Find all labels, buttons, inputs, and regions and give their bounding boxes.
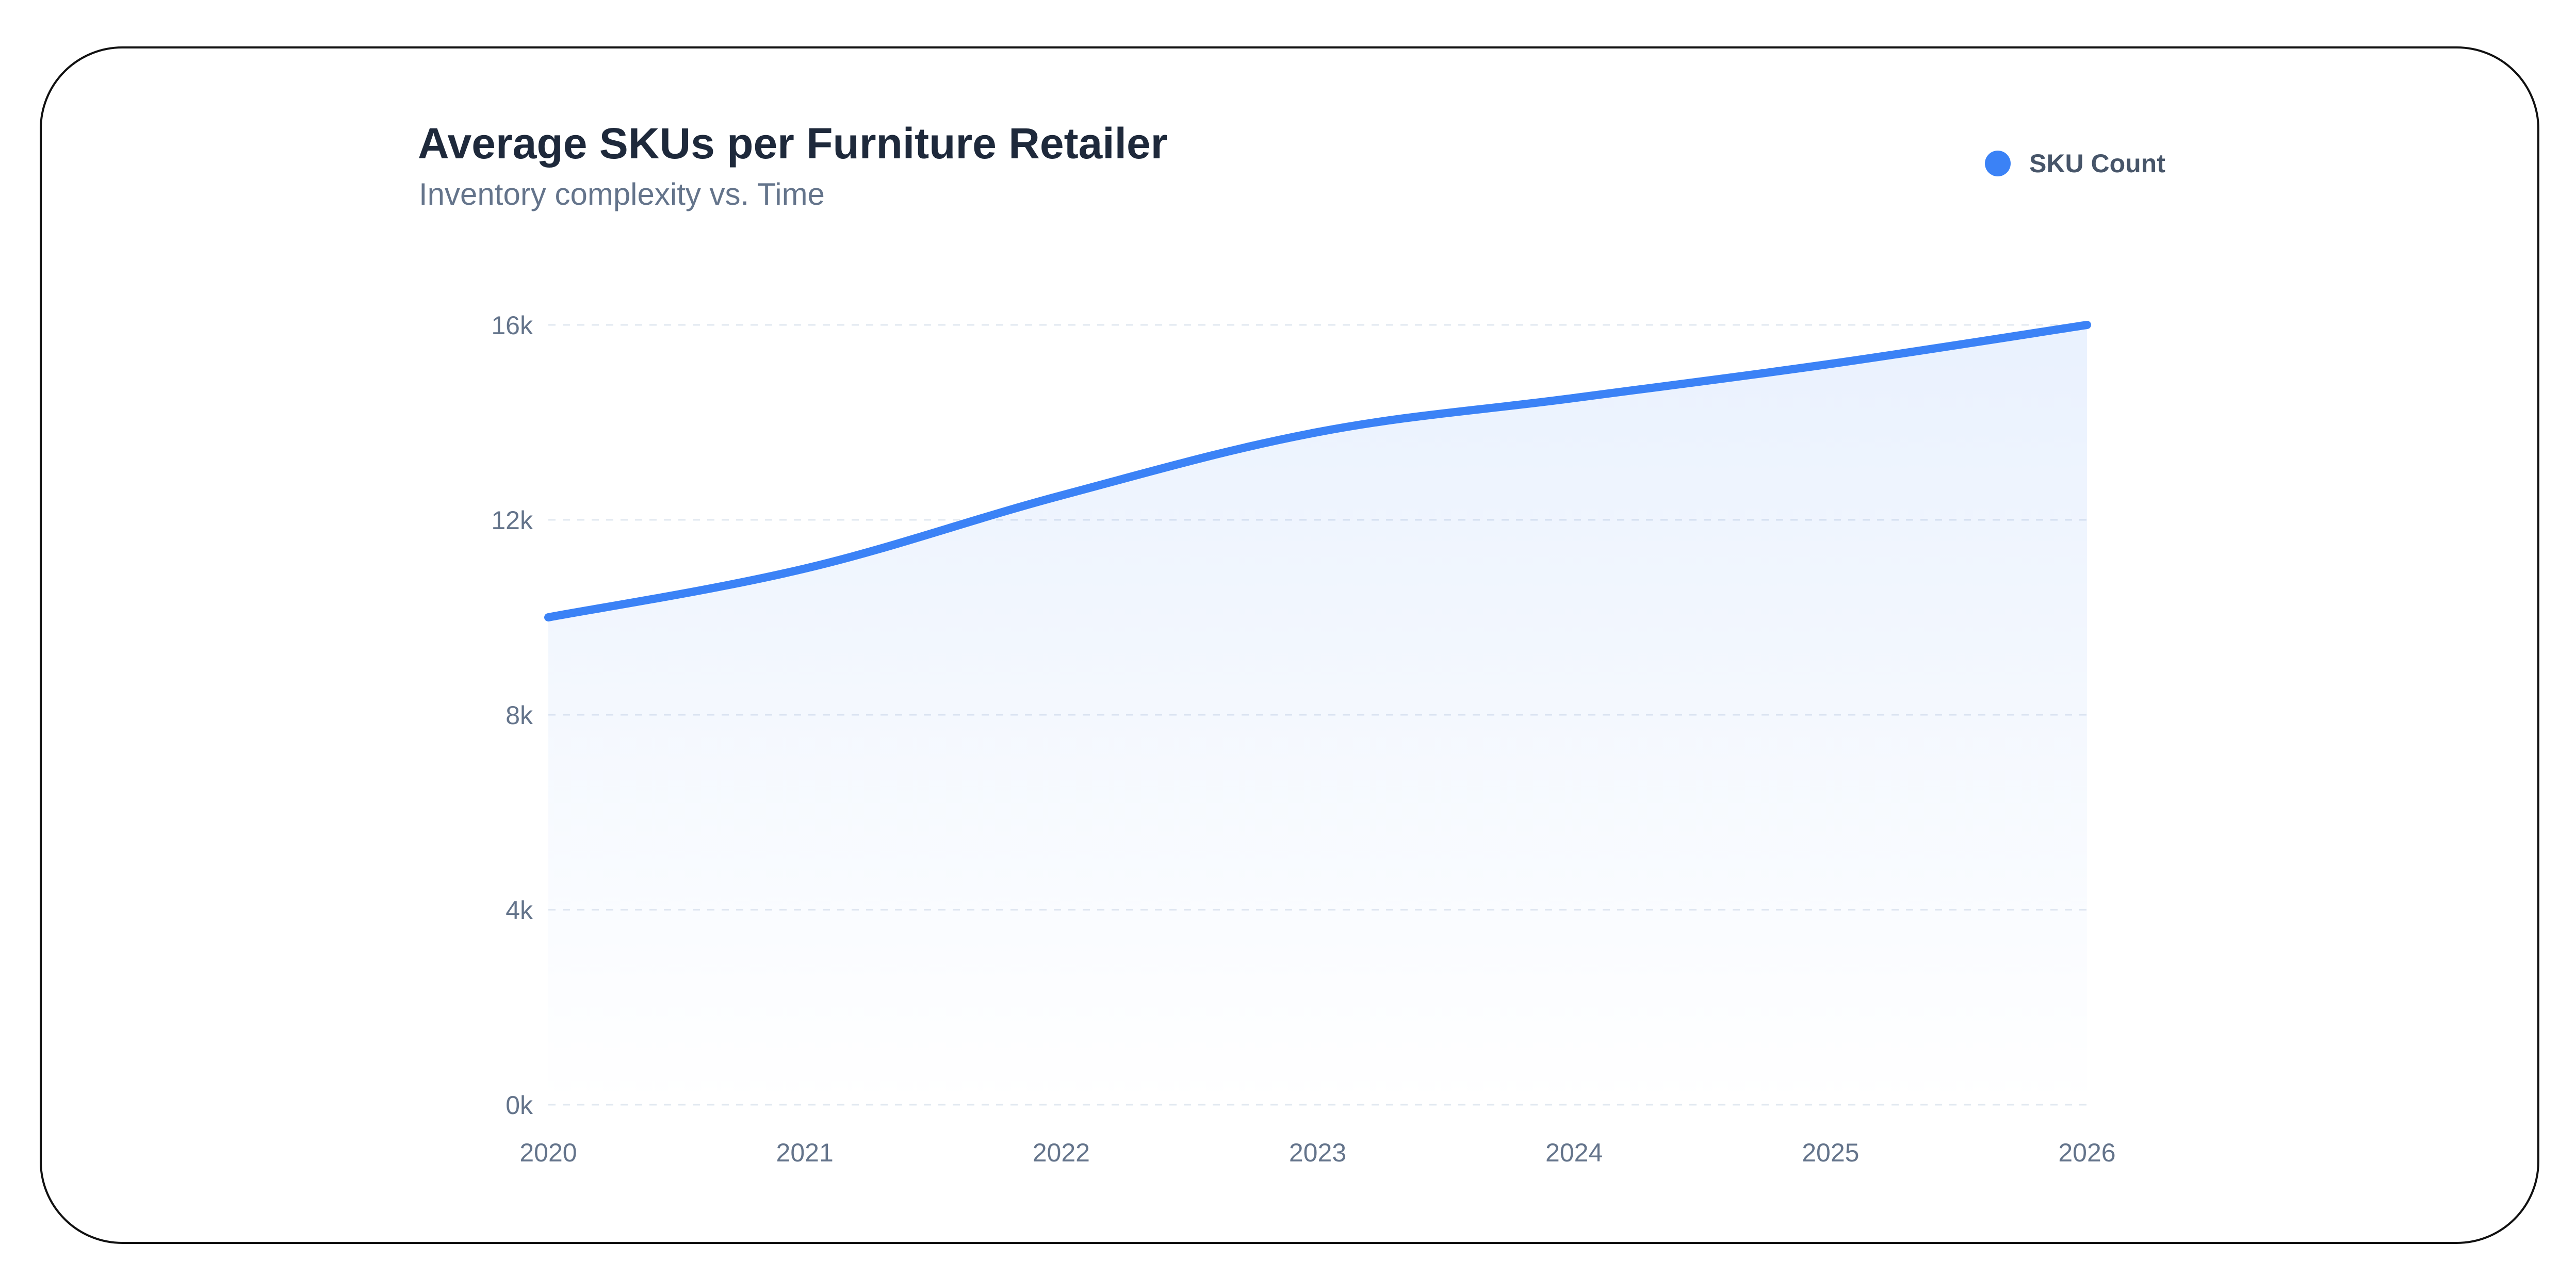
data-point-2022 — [1057, 491, 1065, 500]
legend-label-sku-count: SKU Count — [2029, 149, 2165, 178]
chart-title: Average SKUs per Furniture Retailer — [418, 119, 1168, 168]
y-tick-label-0: 0k — [506, 1091, 533, 1120]
y-tick-label-4: 16k — [491, 311, 533, 340]
series — [544, 321, 2091, 1105]
x-tick-label-5: 2025 — [1802, 1138, 1859, 1167]
series-line-sku-count — [544, 321, 2091, 621]
x-tick-label-6: 2026 — [2058, 1138, 2115, 1167]
data-point-2023 — [1314, 428, 1322, 436]
chart-subtitle: Inventory complexity vs. Time — [419, 177, 825, 211]
data-point-2021 — [801, 565, 809, 573]
x-tick-label-2: 2022 — [1033, 1138, 1090, 1167]
legend: SKU Count — [1985, 149, 2165, 178]
x-tick-label-3: 2023 — [1289, 1138, 1346, 1167]
y-tick-label-3: 12k — [491, 506, 533, 535]
area-fill-sku-count — [548, 325, 2087, 1105]
data-point-2025 — [1827, 360, 1835, 368]
data-point-2020 — [544, 613, 552, 621]
y-tick-label-2: 8k — [506, 701, 533, 730]
legend-swatch-sku-count — [1985, 151, 2011, 176]
y-tick-label-1: 4k — [506, 896, 533, 925]
x-tick-label-4: 2024 — [1545, 1138, 1603, 1167]
axes: 0k 4k 8k 12k 16k 2020 2021 2022 2023 2024 2025 2026 — [491, 311, 2115, 1167]
data-point-2026 — [2083, 321, 2091, 329]
x-tick-label-0: 2020 — [519, 1138, 577, 1167]
x-tick-label-1: 2021 — [776, 1138, 834, 1167]
data-point-2024 — [1570, 394, 1578, 402]
